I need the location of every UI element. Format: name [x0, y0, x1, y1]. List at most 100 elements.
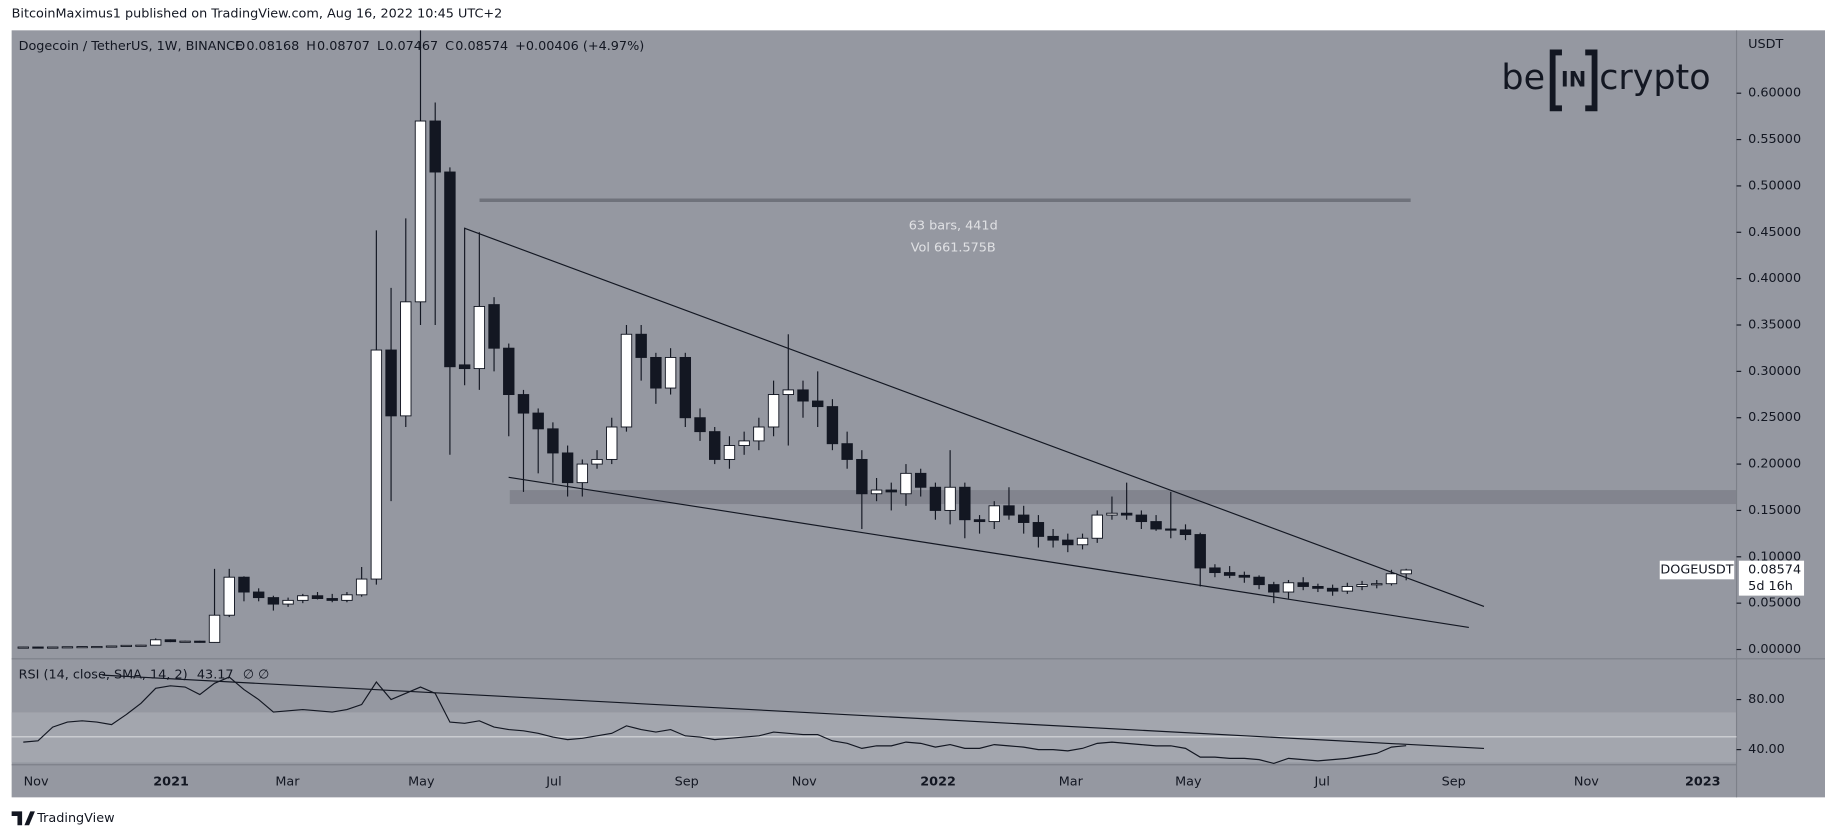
- x-tick-label: Nov: [1574, 775, 1599, 790]
- candle-body: [547, 428, 559, 454]
- footer-brand: TradingView: [36, 811, 114, 826]
- y-tick-label: 0.05000: [1748, 596, 1801, 611]
- candle-body: [385, 349, 397, 417]
- candle-body: [973, 519, 986, 523]
- x-tick-label: Nov: [792, 775, 817, 790]
- symbol-title: Dogecoin / TetherUS, 1W, BINANCE: [19, 39, 243, 54]
- ohlc-key: O: [235, 39, 245, 54]
- ohlc-value: 0.08574: [455, 39, 508, 54]
- candle-body: [149, 639, 162, 646]
- candle-body: [782, 389, 794, 396]
- publish-header: BitcoinMaximus1 published on TradingView…: [12, 7, 503, 22]
- tv-logo: [11, 811, 35, 826]
- logo-in: IN: [1561, 67, 1586, 91]
- logo-crypto: crypto: [1599, 58, 1710, 98]
- x-tick-label: Jul: [545, 775, 561, 790]
- x-tick-label: Mar: [1059, 775, 1084, 790]
- candle-body: [1062, 539, 1074, 546]
- candle-body: [620, 333, 633, 428]
- candle-body: [1106, 512, 1118, 516]
- candle-body: [900, 472, 912, 495]
- candle-body: [1017, 514, 1030, 523]
- candle-body: [429, 120, 441, 173]
- candle-body: [105, 645, 118, 648]
- candle-body: [841, 443, 853, 460]
- candle-body: [297, 595, 309, 601]
- candle-body: [1282, 582, 1295, 593]
- candle-body: [532, 412, 544, 430]
- logo-be: be: [1501, 58, 1545, 98]
- candle-body: [1032, 522, 1045, 537]
- price-unit: USDT: [1748, 37, 1783, 52]
- y-tick-label: 0.60000: [1748, 86, 1801, 101]
- candle-body: [400, 301, 412, 417]
- candle-body: [1165, 528, 1177, 531]
- candle-body: [473, 305, 486, 370]
- measure-volume: Vol 661.575B: [911, 240, 996, 255]
- lower-trendline: [508, 476, 1469, 628]
- ohlc-key: C: [445, 39, 454, 54]
- candle-body: [370, 349, 383, 580]
- candle-body: [870, 489, 883, 495]
- x-tick-label: Sep: [675, 775, 699, 790]
- candle-body: [61, 646, 74, 649]
- candle-body: [17, 646, 29, 649]
- candle-body: [91, 645, 103, 649]
- candle-body: [120, 644, 132, 647]
- chart-bg: [11, 30, 1825, 798]
- candle-body: [1356, 584, 1368, 587]
- y-tick-label: 0.30000: [1748, 364, 1801, 379]
- candle-body: [1297, 582, 1309, 587]
- candle-body: [606, 426, 618, 460]
- candle-body: [311, 595, 324, 599]
- candle-body: [929, 486, 942, 511]
- candle-body: [1268, 584, 1280, 593]
- candle-body: [414, 120, 427, 303]
- rsi-tick-label: 40.00: [1748, 742, 1785, 757]
- ohlc-value: 0.07467: [385, 39, 438, 54]
- candle-body: [341, 594, 353, 601]
- candle-body: [723, 445, 736, 460]
- candle-body: [1223, 572, 1236, 576]
- candle-body: [1076, 537, 1089, 546]
- y-tick-label: 0.35000: [1748, 318, 1801, 333]
- candle-body: [326, 598, 338, 601]
- y-tick-label: 0.40000: [1748, 271, 1801, 286]
- candle-body: [1047, 535, 1059, 541]
- candle-body: [561, 452, 574, 484]
- countdown: 5d 16h: [1748, 579, 1793, 594]
- candle-body: [856, 458, 868, 495]
- candle-body: [1312, 586, 1324, 589]
- x-tick-label: 2023: [1685, 775, 1721, 790]
- candle-body: [650, 356, 662, 389]
- rsi-line: [23, 676, 1407, 764]
- candle-body: [517, 394, 530, 414]
- candle-body: [1385, 573, 1398, 585]
- candle-body: [767, 394, 780, 428]
- candle-body: [444, 171, 456, 368]
- y-tick-label: 0.20000: [1748, 457, 1801, 472]
- candle-body: [135, 644, 147, 647]
- candle-body: [576, 463, 589, 484]
- candle-body: [709, 431, 721, 460]
- x-tick-label: 2021: [153, 775, 189, 790]
- logo-brackets: [1549, 49, 1598, 112]
- candle-body: [1209, 567, 1221, 574]
- candle-body: [1253, 576, 1265, 586]
- candle-body: [282, 599, 294, 605]
- ohlc-key: L: [377, 39, 385, 54]
- candle-body: [885, 489, 897, 493]
- candle-body: [826, 406, 839, 445]
- candle-body: [223, 576, 235, 616]
- symbol-label: DOGEUSDT: [1660, 563, 1733, 578]
- candle-body: [503, 347, 515, 396]
- symbol-label-bg: [1659, 560, 1735, 580]
- candle-body: [1238, 574, 1251, 578]
- candle-body: [1194, 534, 1206, 569]
- x-tick-label: May: [408, 775, 435, 790]
- candle-body: [988, 505, 1000, 523]
- candle-body: [355, 578, 368, 596]
- rsi-title: RSI (14, close, SMA, 14, 2): [19, 668, 188, 683]
- candle-body: [267, 597, 280, 605]
- x-tick-label: Jul: [1313, 775, 1329, 790]
